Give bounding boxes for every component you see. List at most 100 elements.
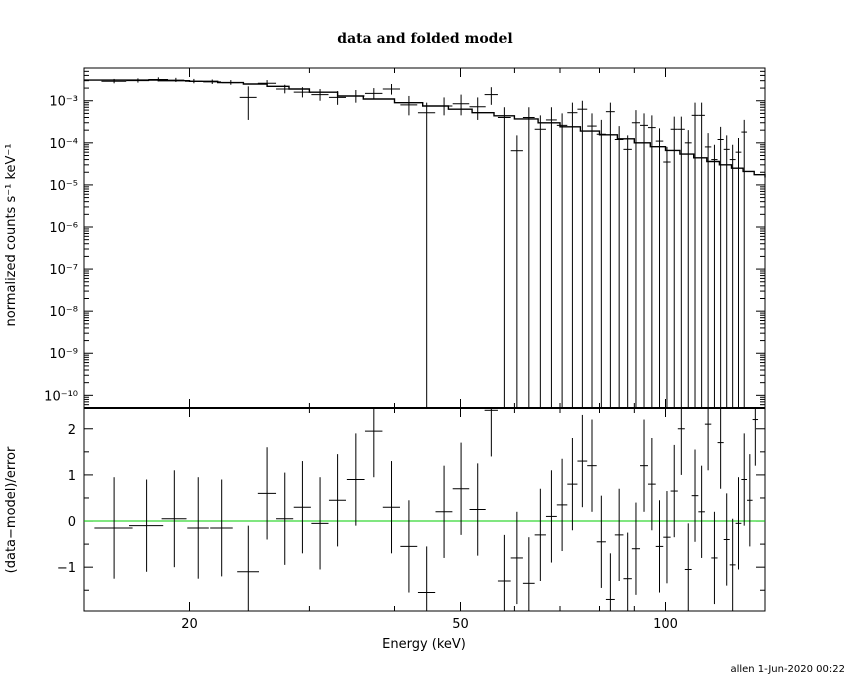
y-tick-label: 10⁻⁹ [49,347,78,362]
residual-point [128,479,164,572]
data-point [735,138,742,408]
y-tick-label: 0 [68,515,76,530]
y-tick-label: −1 [57,561,76,576]
data-point [148,77,169,82]
data-point [497,107,511,408]
residual-point [587,419,597,512]
data-point [623,135,632,408]
data-point [382,84,400,95]
residual-point [484,408,498,457]
data-point [239,86,257,120]
residual-point [596,495,606,588]
residual-point [605,553,615,611]
data-point [510,135,523,408]
residual-point [311,477,329,570]
residual-point [382,461,400,554]
residual-point [187,477,209,579]
y-tick-label: 10⁻⁷ [49,263,78,278]
residual-point [510,511,523,605]
chart-title: data and folded model [337,31,512,47]
data-point [605,102,615,408]
y-tick-label: 2 [68,423,76,438]
residual-point [752,408,759,466]
y-tick-label: 10⁻⁸ [49,305,78,320]
residual-point [670,444,678,538]
residual-point [655,500,664,593]
residual-point [522,537,535,611]
residual-point [257,447,277,540]
data-point [293,87,311,98]
residual-point [435,465,453,558]
data-point [670,116,678,408]
residual-point [452,442,470,535]
y-tick-label: 10⁻³ [49,95,78,110]
bottom-y-axis-label: (data−model)/error [4,446,19,573]
data-point [364,88,383,100]
residual-point [328,454,346,547]
y-tick-label: 10⁻⁴ [49,137,78,152]
data-point [596,119,606,408]
data-point [684,130,692,408]
data-point [655,128,664,408]
spectrum-panel: 10⁻³ 10⁻⁴ 10⁻⁵ 10⁻⁶ 10⁻⁷ 10⁻⁸ 10⁻⁹ 10⁻¹⁰ [44,67,766,409]
data-point [741,119,748,408]
x-tick-label: 20 [181,617,198,632]
residual-point [276,472,294,565]
data-point [587,113,597,408]
data-point [276,84,294,94]
residual-point [364,408,383,478]
residual-point [346,433,365,526]
data-point [328,91,346,105]
y-tick-label: 10⁻⁵ [49,179,78,194]
data-point [126,78,150,83]
residual-point [497,534,511,611]
residual-point [293,461,311,554]
data-point [647,115,656,408]
residual-point [663,491,671,584]
residual-panel: 20 50 100 −1 0 1 2 [57,407,766,632]
residual-point [623,532,632,611]
residual-point [400,500,418,593]
residual-point [545,470,557,563]
residual-point [735,477,742,570]
residual-point [161,470,187,568]
y-tick-label: 10⁻⁶ [49,221,78,236]
residual-point [556,458,568,552]
data-point [221,80,240,85]
data-point [640,113,648,408]
data-point [417,102,436,408]
residual-point [698,465,705,558]
residual-point [647,437,656,531]
residual-point [94,477,133,579]
x-axis-label: Energy (keV) [382,637,466,652]
data-point [257,80,277,87]
bottom-plot-frame [83,407,766,612]
residual-point [717,408,724,489]
residual-point [704,408,712,471]
top-y-axis-label: normalized counts s⁻¹ keV⁻¹ [4,144,19,327]
x-tick-label: 50 [452,617,469,632]
residual-point [747,454,753,547]
residual-point [691,449,699,542]
residual-point [210,479,233,577]
data-point [203,79,222,85]
residual-point [237,525,260,611]
data-point [435,97,453,116]
residual-point [677,408,685,475]
data-point [711,144,718,408]
data-point [469,97,486,120]
residual-point [741,433,748,526]
data-point [534,115,546,408]
data-point [484,87,498,105]
data-point [567,102,578,408]
top-plot-frame [83,67,766,409]
data-point [614,126,624,408]
residual-point [614,488,624,582]
data-point [545,107,557,408]
data-point [522,107,535,408]
residual-point [577,414,588,508]
data-point [631,110,641,408]
model-curve [84,79,766,178]
